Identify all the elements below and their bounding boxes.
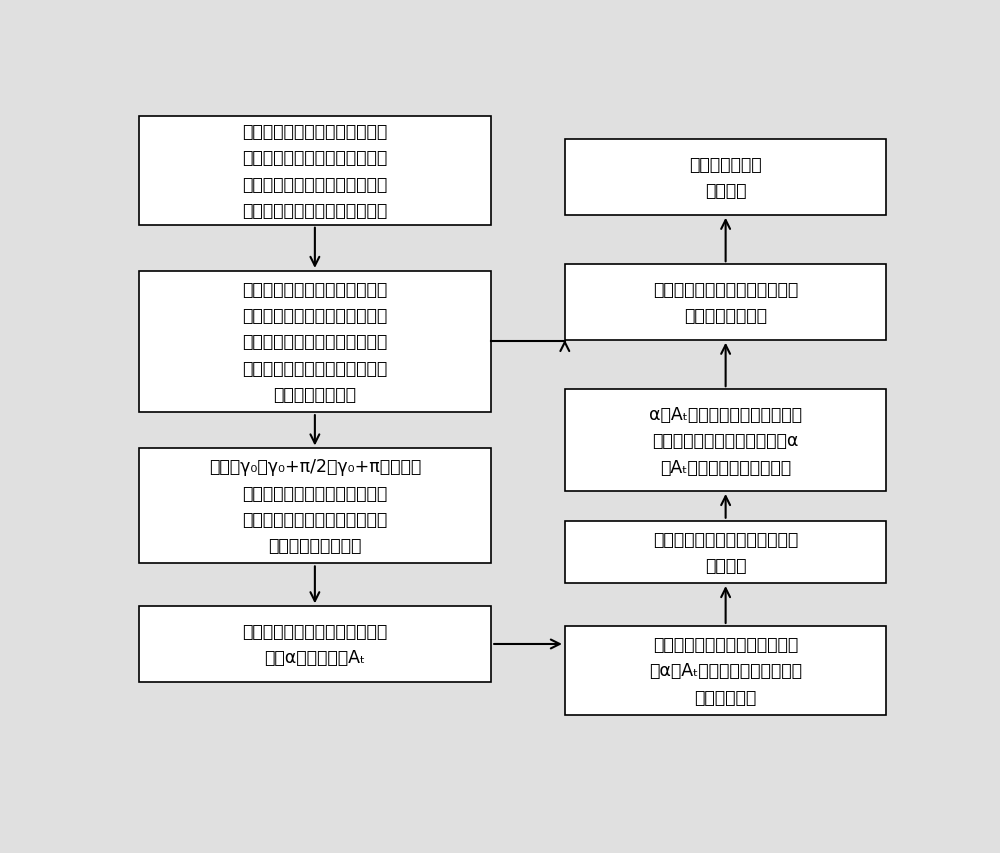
Bar [565, 521, 886, 583]
Bar [565, 626, 886, 715]
Bar [565, 140, 886, 216]
Bar [565, 265, 886, 340]
Bar [139, 117, 491, 225]
Bar [139, 271, 491, 413]
Bar [139, 449, 491, 564]
Text: 实现对目标的高
精度引导: 实现对目标的高 精度引导 [689, 156, 762, 200]
Text: 多颗恒星相对站址的理论位置消
除α和Aₜ的影响后作为光电跟踪
系统的引导值: 多颗恒星相对站址的理论位置消 除α和Aₜ的影响后作为光电跟踪 系统的引导值 [649, 635, 802, 706]
Text: 计算光电跟踪系统方位轴的倾斜
角度α和倾斜方向Aₜ: 计算光电跟踪系统方位轴的倾斜 角度α和倾斜方向Aₜ [242, 622, 388, 666]
Text: 用主调平机构把光电跟踪系统的
方位轴倾斜误差调整到高精度电
子水平仪量程范围内，并保证方
位轴倾斜误差在高精度电子水平
仪量程范围内变化: 用主调平机构把光电跟踪系统的 方位轴倾斜误差调整到高精度电 子水平仪量程范围内，… [242, 281, 388, 403]
Text: 确定所选择系统误差修正模型的
修正参数: 确定所选择系统误差修正模型的 修正参数 [653, 530, 798, 574]
Bar [139, 606, 491, 682]
Text: 分别在γ₀、γ₀+π/2、γ₀+π同步提取
高精度电子水平仪的数据，计算
第二数据与第一数据、第三数据
与第一数据的角度差: 分别在γ₀、γ₀+π/2、γ₀+π同步提取 高精度电子水平仪的数据，计算 第二数… [209, 458, 421, 554]
Text: 光电跟踪系统精确指向恒星或其
他目标时的测量值: 光电跟踪系统精确指向恒星或其 他目标时的测量值 [653, 281, 798, 325]
Text: 高精度电子水平仪沿以方位轴为
中心的切向安装，以大地北为方
位零位，标定高精度电子水平仪
沿方位角度方向相对视轴的位置: 高精度电子水平仪沿以方位轴为 中心的切向安装，以大地北为方 位零位，标定高精度电… [242, 123, 388, 220]
Text: α和Aₜ变化或不变，恒星或其他
目标相对站址的理论位置消除α
和Aₜ的的影响后作为引导值: α和Aₜ变化或不变，恒星或其他 目标相对站址的理论位置消除α 和Aₜ的的影响后作… [649, 405, 802, 476]
Bar [565, 390, 886, 491]
